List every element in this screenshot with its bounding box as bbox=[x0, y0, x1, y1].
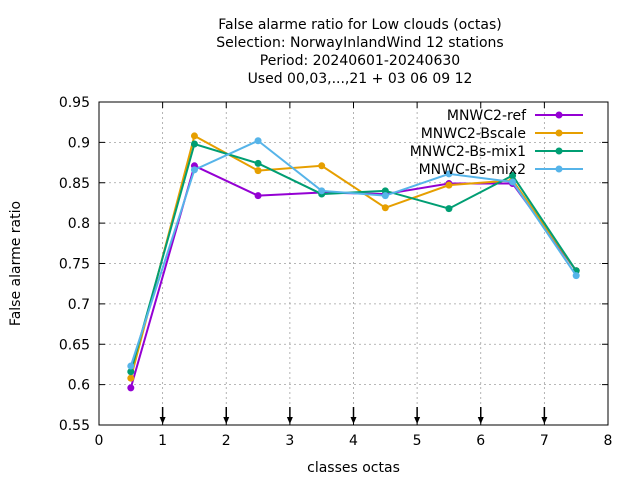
data-point-MNWC2-Bs-mix1 bbox=[445, 205, 453, 213]
legend-swatch-marker bbox=[555, 165, 563, 173]
legend: MNWC2-ref MNWC2-Bscale MNWC2-Bs-mix1 MNWC-B… bbox=[410, 108, 583, 178]
data-point-MNWC-Bs-mix2 bbox=[254, 137, 262, 145]
data-point-MNWC2-Bscale bbox=[318, 162, 326, 170]
legend-swatch-marker bbox=[555, 111, 563, 119]
x-tick-label: 4 bbox=[349, 433, 358, 449]
x-tick-label: 6 bbox=[476, 433, 485, 449]
data-point-MNWC-Bs-mix2 bbox=[572, 272, 580, 280]
y-tick-label: 0.7 bbox=[68, 297, 90, 313]
y-tick-label: 0.9 bbox=[68, 135, 90, 151]
x-tick-label: 5 bbox=[413, 433, 422, 449]
data-point-MNWC2-Bscale bbox=[381, 204, 389, 212]
y-tick-label: 0.95 bbox=[59, 95, 90, 111]
chart-title-line: Used 00,03,...,21 + 03 06 09 12 bbox=[248, 71, 473, 87]
legend-label: MNWC2-Bscale bbox=[421, 126, 526, 142]
series-line-MNWC-Bs-mix2 bbox=[129, 139, 578, 367]
axes: 0 1 2 3 4 5 6 7 8 0.55 0.6 0.65 0.7 0.75 0.8 0.85 0.9 0.9… bbox=[8, 95, 612, 476]
chart-title-line: False alarme ratio for Low clouds (octas… bbox=[218, 17, 502, 33]
data-point-MNWC2-Bscale bbox=[127, 374, 135, 382]
y-tick-label: 0.8 bbox=[68, 216, 90, 232]
data-point-MNWC-Bs-mix2 bbox=[318, 187, 326, 195]
chart-title: False alarme ratio for Low clouds (octas… bbox=[216, 17, 503, 87]
series-lines bbox=[127, 132, 580, 392]
legend-label: MNWC2-Bs-mix1 bbox=[410, 144, 526, 160]
x-tick-label: 3 bbox=[285, 433, 294, 449]
x-tick-label: 8 bbox=[604, 433, 613, 449]
data-point-MNWC2-Bscale bbox=[445, 181, 453, 189]
data-point-MNWC2-Bs-mix1 bbox=[127, 368, 135, 376]
y-tick-label: 0.85 bbox=[59, 176, 90, 192]
grid bbox=[99, 102, 608, 425]
data-point-MNWC2-Bs-mix1 bbox=[509, 171, 517, 179]
data-point-MNWC2-ref bbox=[254, 192, 262, 200]
legend-label: MNWC2-ref bbox=[447, 108, 527, 124]
legend-swatch-marker bbox=[555, 129, 563, 137]
data-point-MNWC2-Bscale bbox=[254, 167, 262, 175]
y-axis-label: False alarme ratio bbox=[8, 201, 24, 326]
chart-title-line: Period: 20240601-20240630 bbox=[260, 53, 460, 69]
y-tick-label: 0.6 bbox=[68, 378, 90, 394]
data-point-MNWC-Bs-mix2 bbox=[381, 192, 389, 200]
y-tick-label: 0.65 bbox=[59, 337, 90, 353]
legend-label: MNWC-Bs-mix2 bbox=[419, 162, 526, 178]
x-axis-label: classes octas bbox=[307, 460, 400, 476]
data-point-MNWC2-Bs-mix1 bbox=[381, 187, 389, 195]
x-tick-label: 1 bbox=[158, 433, 167, 449]
data-point-MNWC2-Bscale bbox=[190, 132, 198, 140]
data-point-MNWC2-ref bbox=[127, 384, 135, 392]
legend-swatch-marker bbox=[555, 147, 563, 155]
data-point-MNWC2-Bs-mix1 bbox=[254, 159, 262, 167]
series-line-MNWC2-ref bbox=[129, 164, 577, 389]
y-tick-label: 0.55 bbox=[59, 418, 90, 434]
x-tick-label: 2 bbox=[222, 433, 231, 449]
data-point-MNWC2-Bs-mix1 bbox=[190, 140, 198, 148]
y-tick-label: 0.75 bbox=[59, 257, 90, 273]
data-point-MNWC-Bs-mix2 bbox=[190, 166, 198, 174]
x-tick-label: 7 bbox=[540, 433, 549, 449]
chart-title-line: Selection: NorwayInlandWind 12 stations bbox=[216, 35, 503, 51]
data-point-MNWC-Bs-mix2 bbox=[509, 178, 517, 186]
data-point-MNWC-Bs-mix2 bbox=[127, 362, 135, 370]
x-tick-label: 0 bbox=[95, 433, 104, 449]
data-point-MNWC-Bs-mix2 bbox=[445, 170, 453, 178]
